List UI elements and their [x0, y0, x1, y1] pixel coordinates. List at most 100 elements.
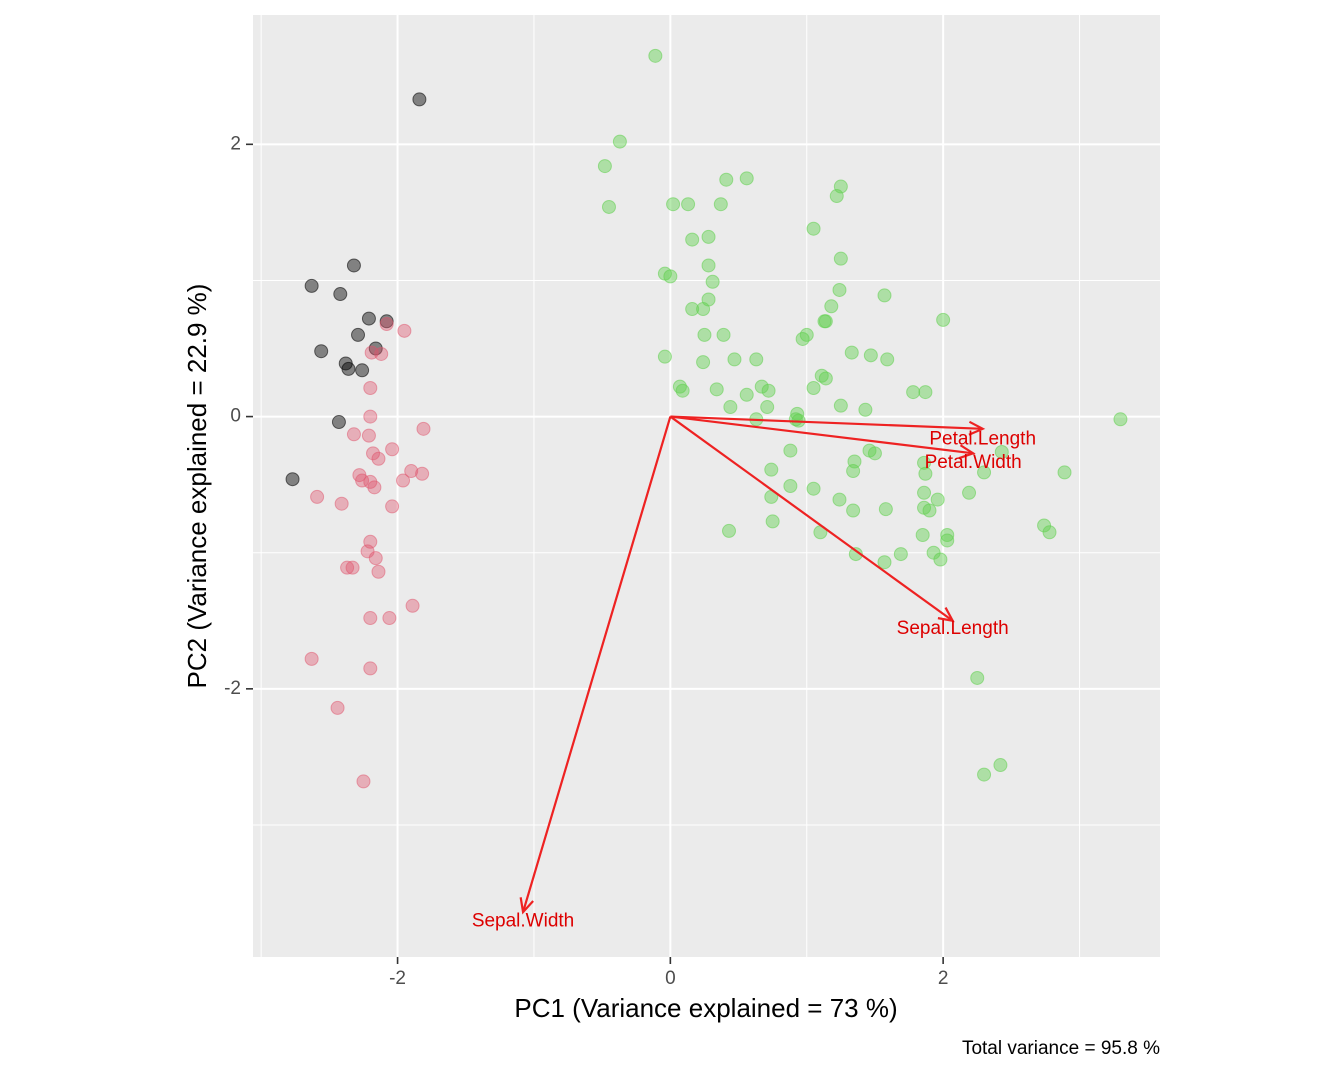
loading-arrowhead [968, 420, 986, 436]
data-point [863, 348, 878, 363]
data-point [404, 464, 419, 479]
data-point [416, 421, 431, 436]
data-point [917, 455, 932, 470]
data-point [356, 774, 371, 789]
data-point [333, 287, 348, 302]
data-point [657, 349, 672, 364]
data-point [355, 363, 370, 378]
data-point [833, 251, 848, 266]
data-point [783, 443, 798, 458]
data-point [363, 380, 378, 395]
scatter-points [285, 48, 1128, 789]
x-tick-label: 0 [665, 968, 676, 989]
major-gridlines [253, 15, 1160, 957]
data-point [933, 552, 948, 567]
data-point [846, 464, 861, 479]
loading-label: Petal.Width [925, 452, 1022, 473]
data-point [970, 670, 985, 685]
data-point [597, 159, 612, 174]
data-point [385, 442, 400, 457]
data-point [977, 767, 992, 782]
plot-panel [253, 15, 1160, 957]
data-point [371, 451, 386, 466]
data-point [397, 323, 412, 338]
data-point [761, 383, 776, 398]
data-point [334, 496, 349, 511]
data-point [795, 331, 810, 346]
data-point [346, 258, 361, 273]
data-point [1113, 412, 1128, 427]
data-point [824, 299, 839, 314]
data-point [663, 269, 678, 284]
data-point [877, 555, 892, 570]
data-point [858, 402, 873, 417]
data-point [739, 387, 754, 402]
data-point [922, 503, 937, 518]
loading-arrow [670, 415, 974, 455]
data-point [918, 466, 933, 481]
data-point [405, 598, 420, 613]
loading-arrowhead [937, 607, 955, 623]
data-point [314, 344, 329, 359]
data-point [701, 229, 716, 244]
data-point [361, 428, 376, 443]
data-point [906, 385, 921, 400]
data-point [713, 197, 728, 212]
data-point [368, 341, 383, 356]
data-point [867, 446, 882, 461]
data-point [612, 134, 627, 149]
data-point [367, 480, 382, 495]
data-point [783, 479, 798, 493]
data-point [915, 528, 930, 543]
data-point [379, 317, 394, 332]
data-point [806, 380, 821, 395]
data-point [696, 355, 711, 370]
data-point [701, 292, 716, 307]
data-point [832, 282, 847, 297]
data-point [361, 311, 376, 326]
data-point [345, 560, 360, 575]
data-point [363, 409, 378, 424]
data-point [351, 327, 366, 342]
data-point [346, 427, 361, 442]
data-point [806, 481, 821, 496]
x-tick-label: -2 [389, 968, 406, 989]
loading-arrow [670, 415, 983, 430]
x-axis-title: PC1 (Variance explained = 73 %) [514, 993, 897, 1023]
data-point [697, 327, 712, 342]
data-point [701, 258, 716, 273]
data-point [844, 345, 859, 360]
data-point [817, 314, 832, 329]
data-point [833, 398, 848, 413]
data-point [719, 172, 734, 187]
data-point [806, 221, 821, 236]
data-point [749, 352, 764, 367]
data-point [917, 485, 932, 500]
data-point [382, 611, 397, 626]
loading-arrows [519, 415, 986, 915]
data-point [396, 473, 411, 488]
y-axis-title: PC2 (Variance explained = 22.9 %) [182, 284, 212, 689]
data-point [304, 651, 319, 666]
data-point [832, 492, 847, 507]
data-point [304, 278, 319, 293]
data-point [705, 274, 720, 289]
data-point [918, 385, 933, 400]
data-point [962, 485, 977, 500]
data-point [716, 327, 731, 342]
data-point [685, 302, 700, 317]
data-point [648, 48, 663, 63]
y-tick-label: -2 [224, 678, 241, 699]
data-point [412, 92, 427, 107]
data-point [340, 560, 355, 575]
data-point [722, 523, 737, 538]
data-point [331, 415, 346, 430]
data-point [739, 171, 754, 186]
data-point [709, 382, 724, 397]
y-tick-label: 0 [230, 406, 241, 427]
data-point [330, 700, 345, 715]
data-point [723, 400, 738, 415]
data-point [415, 466, 430, 481]
